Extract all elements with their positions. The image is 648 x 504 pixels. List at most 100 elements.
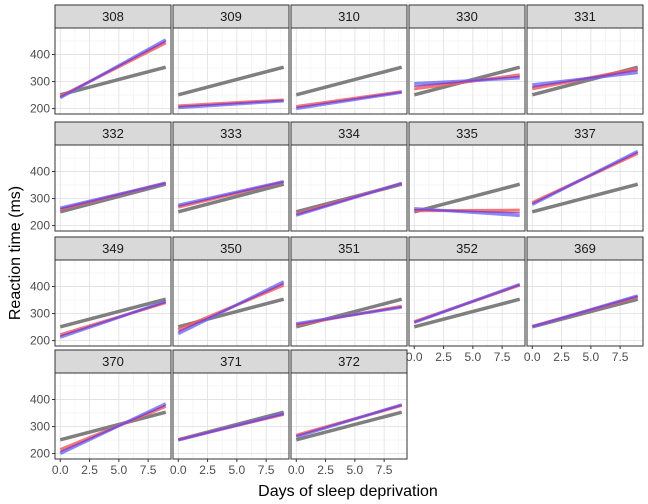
panel-border <box>526 144 644 232</box>
gray-regression-line <box>177 182 285 214</box>
x-tick-label: 7.5 <box>612 350 629 364</box>
x-tick-label: 2.5 <box>435 350 452 364</box>
facet-strip-label: 370 <box>102 354 124 369</box>
y-tick-label: 300 <box>30 192 50 206</box>
facet-strip-label: 332 <box>102 126 124 141</box>
panel-border <box>290 259 408 347</box>
facet-strip-label: 371 <box>220 354 242 369</box>
purple-regression-line <box>414 208 520 214</box>
facet-panel: 337 <box>526 121 644 232</box>
x-tick-label: 2.5 <box>199 463 216 477</box>
panel-lines <box>295 297 403 329</box>
panel-border <box>54 27 172 115</box>
facet-panel: 349 200 300 400 <box>30 236 172 348</box>
y-tick-label: 300 <box>30 420 50 434</box>
purple-regression-line <box>296 305 402 326</box>
facet-panel: 331 <box>526 4 644 115</box>
y-tick-label: 200 <box>30 447 50 461</box>
panel-lines <box>177 280 285 336</box>
x-tick-label: 0.0 <box>52 463 69 477</box>
panel-border <box>172 372 290 460</box>
x-tick-label: 5.0 <box>465 350 482 364</box>
panel-border <box>290 144 408 232</box>
gray-regression-line <box>177 65 285 97</box>
purple-regression-line <box>177 282 285 333</box>
x-tick-label: 5.0 <box>347 463 364 477</box>
facet-strip-label: 310 <box>338 9 360 24</box>
panel-grid <box>527 28 643 114</box>
y-tick-label: 200 <box>30 219 50 233</box>
panel-border <box>408 27 526 115</box>
gray-regression-line <box>59 297 167 329</box>
x-tick-label: 5.0 <box>229 463 246 477</box>
gray-regression-line <box>295 410 403 442</box>
panel-border <box>290 27 408 115</box>
panel-border <box>526 27 644 115</box>
purple-regression-line <box>60 182 166 210</box>
gray-regression-line <box>413 182 521 214</box>
panel-lines <box>177 410 285 442</box>
panel-border <box>408 144 526 232</box>
y-tick-label: 300 <box>30 75 50 89</box>
facet-panel: 369 0.0 2.5 5.0 7.5 <box>524 236 644 364</box>
facet-strip-label: 308 <box>102 9 124 24</box>
y-tick-label: 400 <box>30 280 50 294</box>
purple-regression-line <box>59 404 167 453</box>
x-axis-title: Days of sleep deprivation <box>258 483 438 500</box>
x-tick-label: 7.5 <box>494 350 511 364</box>
purple-regression-line <box>296 182 402 216</box>
panel-lines <box>531 149 639 214</box>
facet-strip-label: 333 <box>220 126 242 141</box>
facet-strip-label: 330 <box>456 9 478 24</box>
panel-lines <box>531 65 639 97</box>
facet-strip-label: 335 <box>456 126 478 141</box>
panel-grid <box>55 145 171 231</box>
gray-regression-line <box>295 65 403 97</box>
facet-strip-label: 334 <box>338 126 360 141</box>
x-tick-label: 5.0 <box>111 463 128 477</box>
gray-regression-line <box>59 410 167 442</box>
panel-grid <box>173 145 289 231</box>
facet-panel: 350 <box>172 236 290 347</box>
panel-border <box>54 144 172 232</box>
x-tick-label: 2.5 <box>553 350 570 364</box>
x-tick-label: 7.5 <box>140 463 157 477</box>
purple-regression-line <box>60 301 166 337</box>
facet-strip-label: 337 <box>574 126 596 141</box>
panel-lines <box>413 65 521 97</box>
panel-lines <box>59 297 167 339</box>
purple-regression-line <box>178 99 284 108</box>
panel-border <box>54 259 172 347</box>
y-tick-label: 300 <box>30 307 50 321</box>
facet-panel: 330 <box>408 4 526 115</box>
purple-regression-line <box>296 91 402 109</box>
panel-border <box>172 144 290 232</box>
facet-panel: 351 <box>290 236 408 347</box>
y-tick-label: 200 <box>30 102 50 116</box>
facet-panel: 309 <box>172 4 290 115</box>
gray-regression-line <box>413 297 521 329</box>
purple-regression-line <box>59 40 167 98</box>
facet-panel: 333 <box>172 121 290 232</box>
panel-grid <box>291 260 407 346</box>
facet-panel: 372 0.0 2.5 5.0 7.5 <box>288 349 408 477</box>
panel-border <box>290 372 408 460</box>
purple-regression-line <box>532 295 638 328</box>
y-tick-label: 200 <box>30 334 50 348</box>
facet-panel: 334 <box>290 121 408 232</box>
x-tick-label: 7.5 <box>258 463 275 477</box>
purple-regression-line <box>178 181 284 207</box>
facet-strip-label: 309 <box>220 9 242 24</box>
panel-lines <box>59 181 167 214</box>
x-tick-label: 0.0 <box>170 463 187 477</box>
facet-strip-label: 352 <box>456 241 478 256</box>
panel-grid <box>291 145 407 231</box>
panel-border <box>408 259 526 347</box>
panel-lines <box>413 282 521 329</box>
facet-panel: 308 200 300 400 <box>30 4 172 116</box>
purple-regression-line <box>532 69 638 88</box>
facet-panel: 352 0.0 2.5 5.0 7.5 <box>406 236 526 364</box>
facet-strip-label: 372 <box>338 354 360 369</box>
y-tick-label: 400 <box>30 393 50 407</box>
panel-lines <box>59 402 167 455</box>
